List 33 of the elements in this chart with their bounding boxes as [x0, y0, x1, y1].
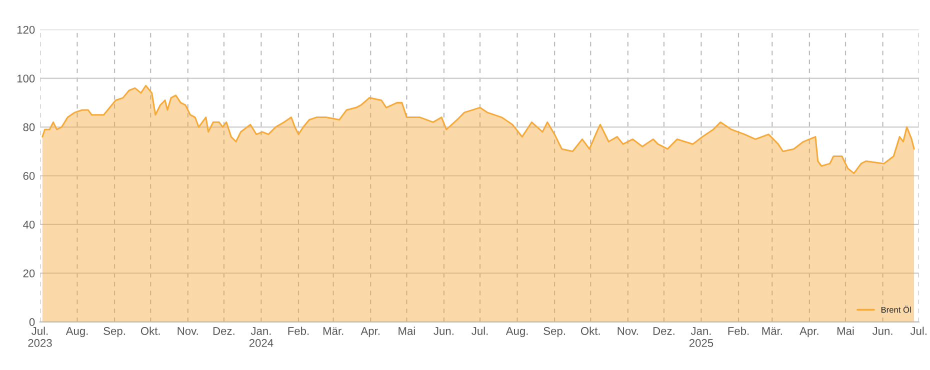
- x-tick-label: Nov.: [178, 327, 198, 335]
- x-tick-label: Sep.: [544, 327, 565, 338]
- x-tick-label: Jul.: [472, 326, 488, 335]
- x-tick-label: Aug.: [66, 327, 88, 338]
- x-tick-label: Mär.: [323, 327, 344, 335]
- y-tick-label: 100: [17, 74, 35, 82]
- x-tick-label: Apr.: [800, 327, 818, 338]
- x-tick-label: Jun.: [434, 327, 454, 335]
- x-tick-label: Jun.: [872, 327, 892, 335]
- x-tick-label: Apr.: [360, 327, 380, 338]
- x-tick-label: Nov.: [618, 327, 638, 335]
- y-tick-label: 80: [23, 123, 35, 132]
- y-tick-label: 120: [17, 26, 35, 34]
- x-tick-label: Dez.: [653, 327, 674, 335]
- y-tick-label: 0: [29, 318, 35, 326]
- x-tick-label: Sep.: [104, 327, 125, 338]
- x-tick-label: Mai: [837, 326, 854, 335]
- legend-label: Brent Öl: [881, 306, 911, 313]
- x-tick-label: Jul. 2023: [28, 326, 52, 347]
- x-tick-label: Mär.: [762, 327, 782, 335]
- x-tick-label: Feb.: [728, 326, 749, 335]
- x-tick-label: Jan. 2025: [689, 327, 714, 347]
- x-tick-label: Feb.: [288, 326, 309, 335]
- y-tick-label: 40: [23, 220, 35, 229]
- x-tick-label: Jul.: [910, 326, 926, 335]
- x-tick-label: Okt.: [140, 326, 160, 335]
- x-tick-label: Jan. 2024: [249, 327, 274, 347]
- y-tick-label: 60: [23, 172, 35, 180]
- y-tick-label: 20: [23, 269, 35, 278]
- x-tick-label: Mai: [398, 326, 415, 335]
- x-tick-label: Okt.: [580, 326, 600, 335]
- x-tick-label: Dez.: [213, 327, 234, 335]
- x-tick-label: Aug.: [506, 327, 528, 338]
